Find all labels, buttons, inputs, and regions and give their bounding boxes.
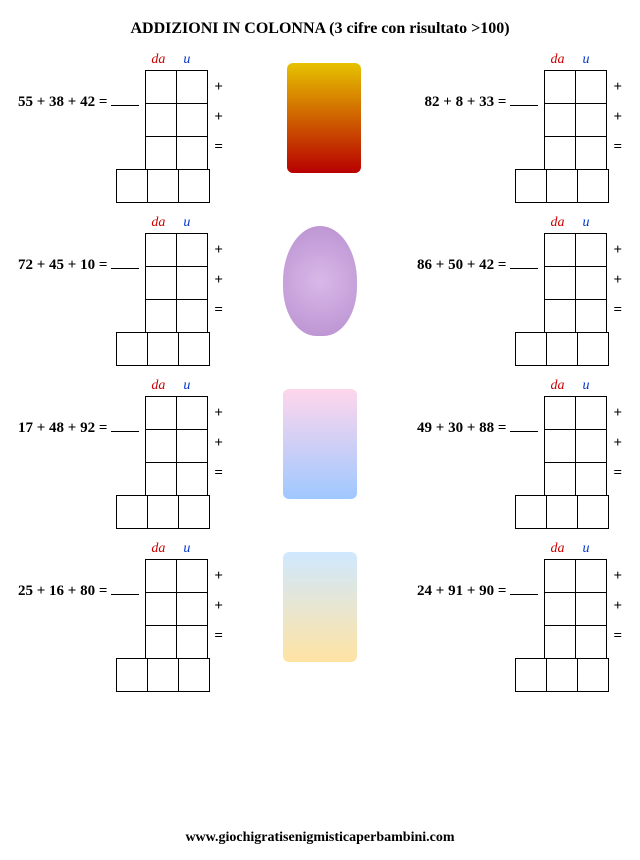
- column-grid[interactable]: [544, 70, 607, 170]
- column-grid[interactable]: [544, 396, 607, 496]
- answer-blank[interactable]: [111, 95, 139, 106]
- problem-2-left: 72 + 45 + 10 = da u + + =: [18, 211, 223, 366]
- op-plus: +: [613, 235, 622, 265]
- expr-3r: 49 + 30 + 88 =: [417, 420, 506, 436]
- op-plus: +: [214, 428, 223, 458]
- label-da: da: [151, 541, 165, 557]
- decorative-image-3: [277, 374, 363, 514]
- op-plus: +: [214, 561, 223, 591]
- label-u: u: [582, 52, 589, 68]
- label-u: u: [183, 378, 190, 394]
- row-3: 17 + 48 + 92 = da u + + =: [18, 374, 622, 529]
- op-plus: +: [613, 561, 622, 591]
- anime-group-icon: [283, 389, 357, 499]
- row-2: 72 + 45 + 10 = da u + + =: [18, 211, 622, 366]
- footer-link: www.giochigratisenigmisticaperbambini.co…: [0, 830, 640, 846]
- label-da: da: [550, 215, 564, 231]
- result-row[interactable]: [116, 169, 210, 203]
- anime-pair-icon: [283, 552, 357, 662]
- result-row[interactable]: [116, 658, 210, 692]
- label-u: u: [183, 52, 190, 68]
- op-plus: +: [613, 72, 622, 102]
- column-grid[interactable]: [544, 233, 607, 333]
- expr-2l: 72 + 45 + 10 =: [18, 257, 107, 273]
- answer-blank[interactable]: [111, 258, 139, 269]
- label-da: da: [151, 215, 165, 231]
- problem-4-left: 25 + 16 + 80 = da u + + =: [18, 537, 223, 692]
- label-da: da: [550, 52, 564, 68]
- row-4: 25 + 16 + 80 = da u + + =: [18, 537, 622, 692]
- label-da: da: [151, 52, 165, 68]
- op-equals: =: [613, 621, 622, 651]
- column-grid[interactable]: [145, 559, 208, 659]
- op-equals: =: [214, 295, 223, 325]
- op-equals: =: [613, 458, 622, 488]
- result-row[interactable]: [116, 495, 210, 529]
- column-grid[interactable]: [145, 233, 208, 333]
- op-plus: +: [214, 235, 223, 265]
- op-plus: +: [214, 72, 223, 102]
- worksheet-rows: 55 + 38 + 42 = da u + + =: [0, 48, 640, 692]
- page-title: ADDIZIONI IN COLONNA (3 cifre con risult…: [0, 0, 640, 48]
- op-equals: =: [214, 132, 223, 162]
- problem-3-left: 17 + 48 + 92 = da u + + =: [18, 374, 223, 529]
- result-row[interactable]: [116, 332, 210, 366]
- result-row[interactable]: [515, 495, 609, 529]
- expr-2r: 86 + 50 + 42 =: [417, 257, 506, 273]
- row-1: 55 + 38 + 42 = da u + + =: [18, 48, 622, 203]
- op-equals: =: [214, 621, 223, 651]
- problem-2-right: 86 + 50 + 42 = da u + + =: [417, 211, 622, 366]
- op-plus: +: [613, 591, 622, 621]
- result-row[interactable]: [515, 332, 609, 366]
- op-plus: +: [613, 265, 622, 295]
- answer-blank[interactable]: [510, 258, 538, 269]
- decorative-image-2: [277, 211, 363, 351]
- expr-3l: 17 + 48 + 92 =: [18, 420, 107, 436]
- column-grid[interactable]: [145, 70, 208, 170]
- answer-blank[interactable]: [111, 584, 139, 595]
- label-u: u: [183, 215, 190, 231]
- label-da: da: [550, 541, 564, 557]
- problem-4-right: 24 + 91 + 90 = da u + + =: [417, 537, 622, 692]
- problem-1-right: 82 + 8 + 33 = da u + + =: [425, 48, 622, 203]
- op-plus: +: [214, 265, 223, 295]
- op-plus: +: [214, 102, 223, 132]
- result-row[interactable]: [515, 658, 609, 692]
- op-equals: =: [613, 295, 622, 325]
- problem-3-right: 49 + 30 + 88 = da u + + =: [417, 374, 622, 529]
- expr-1r: 82 + 8 + 33 =: [425, 94, 507, 110]
- expr-1l: 55 + 38 + 42 =: [18, 94, 107, 110]
- answer-blank[interactable]: [111, 421, 139, 432]
- ironman-icon: [287, 63, 361, 173]
- label-u: u: [582, 541, 589, 557]
- column-grid[interactable]: [544, 559, 607, 659]
- op-plus: +: [214, 398, 223, 428]
- op-plus: +: [613, 398, 622, 428]
- expr-4r: 24 + 91 + 90 =: [417, 583, 506, 599]
- decorative-image-1: [281, 48, 367, 188]
- label-u: u: [582, 378, 589, 394]
- op-equals: =: [214, 458, 223, 488]
- op-plus: +: [613, 428, 622, 458]
- doll-icon: [283, 226, 357, 336]
- decorative-image-4: [277, 537, 363, 677]
- column-grid[interactable]: [145, 396, 208, 496]
- op-plus: +: [214, 591, 223, 621]
- expr-4l: 25 + 16 + 80 =: [18, 583, 107, 599]
- op-equals: =: [613, 132, 622, 162]
- op-plus: +: [613, 102, 622, 132]
- label-da: da: [151, 378, 165, 394]
- label-u: u: [183, 541, 190, 557]
- label-u: u: [582, 215, 589, 231]
- label-da: da: [550, 378, 564, 394]
- result-row[interactable]: [515, 169, 609, 203]
- problem-1-left: 55 + 38 + 42 = da u + + =: [18, 48, 223, 203]
- answer-blank[interactable]: [510, 584, 538, 595]
- answer-blank[interactable]: [510, 421, 538, 432]
- answer-blank[interactable]: [510, 95, 538, 106]
